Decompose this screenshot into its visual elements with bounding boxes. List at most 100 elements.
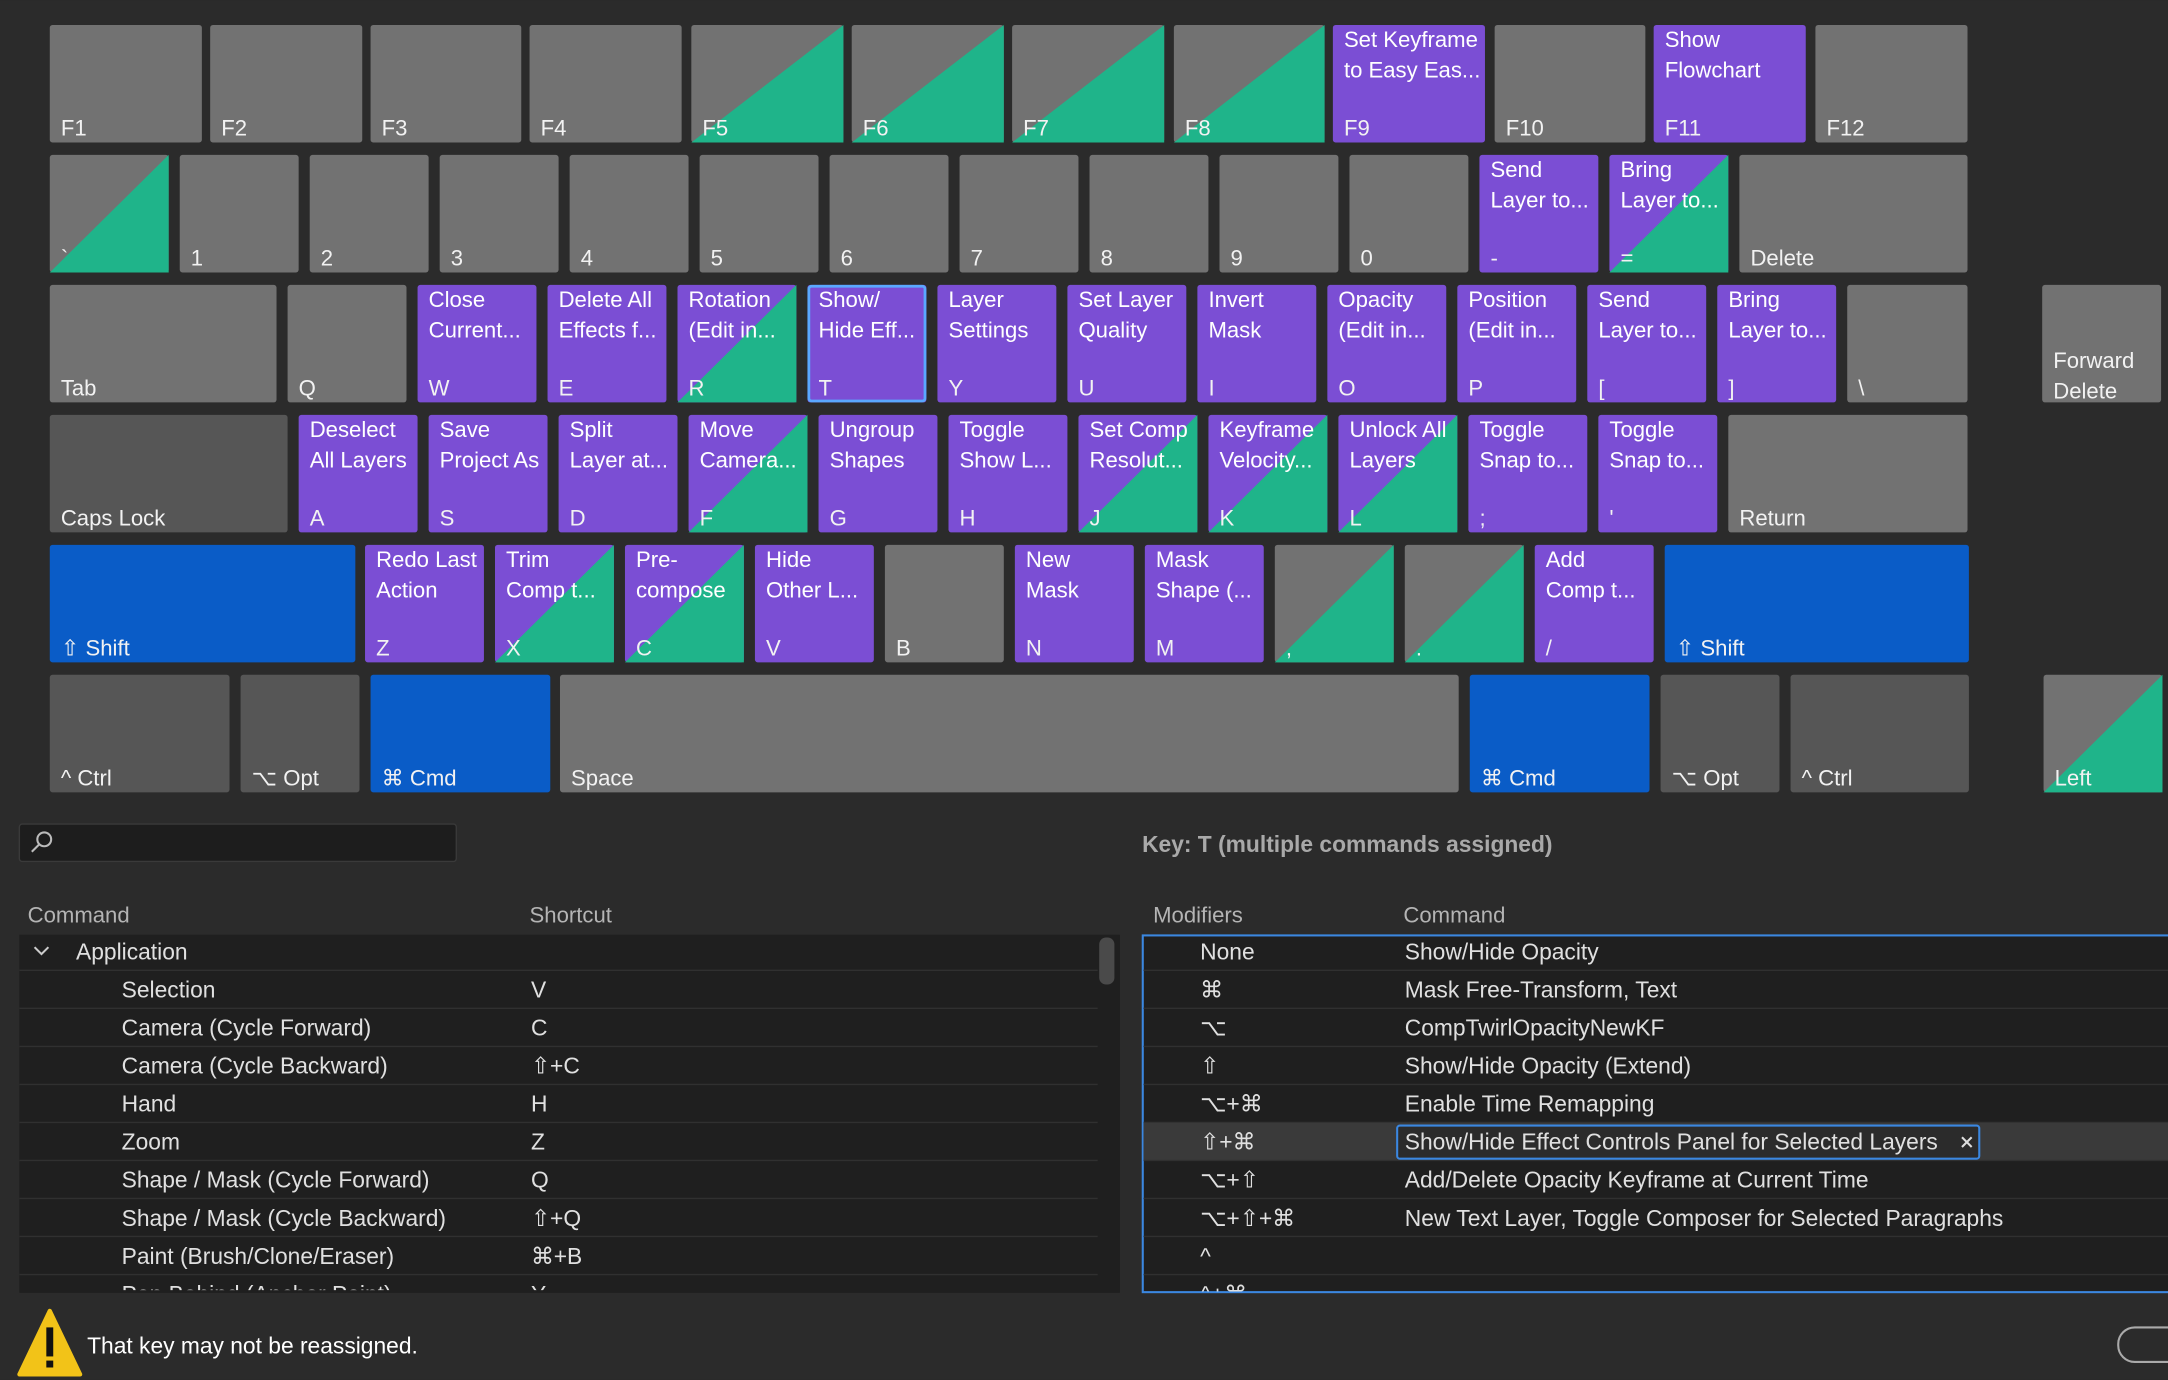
expand-chevron[interactable] xyxy=(33,946,50,956)
key-cap[interactable] xyxy=(439,154,559,273)
key[interactable]: D Split Layer at... xyxy=(558,414,678,533)
key[interactable]: Forward Delete xyxy=(2042,284,2162,403)
key[interactable]: ⌥ Opt xyxy=(240,674,360,793)
key[interactable]: C Pre-compose xyxy=(624,544,744,663)
command-row[interactable]: Paint (Brush/Clone/Eraser) ⌘+B xyxy=(19,1243,1098,1276)
key-cap[interactable] xyxy=(829,154,949,273)
key-cap[interactable] xyxy=(1144,544,1264,663)
key-cap[interactable] xyxy=(1653,24,1806,143)
key[interactable]: E Delete All Effects f... xyxy=(547,284,667,403)
key[interactable]: N New Mask xyxy=(1014,544,1134,663)
key-cap[interactable] xyxy=(1739,154,1968,273)
key-cap[interactable] xyxy=(49,24,202,143)
command-row[interactable]: Zoom Z xyxy=(19,1129,1098,1162)
key-cap[interactable] xyxy=(558,414,678,533)
key[interactable]: 7 xyxy=(959,154,1079,273)
key[interactable]: V Hide Other L... xyxy=(754,544,874,663)
key-cap[interactable] xyxy=(529,24,682,143)
key[interactable]: ; Toggle Snap to... xyxy=(1468,414,1588,533)
key[interactable]: F2 xyxy=(210,24,363,143)
key[interactable]: Tab xyxy=(49,284,277,403)
key-cap[interactable] xyxy=(1197,284,1317,403)
key-cap[interactable] xyxy=(884,544,1004,663)
key-cap[interactable] xyxy=(1717,284,1837,403)
key-cap[interactable] xyxy=(1479,154,1599,273)
key-cap[interactable] xyxy=(428,414,548,533)
key[interactable]: 0 xyxy=(1349,154,1469,273)
key[interactable]: 2 xyxy=(309,154,429,273)
key[interactable]: ⌘ Cmd xyxy=(370,674,551,793)
key[interactable]: 9 xyxy=(1219,154,1339,273)
key-cap[interactable] xyxy=(1587,284,1707,403)
key[interactable]: F8 xyxy=(1173,24,1325,143)
key-cap[interactable] xyxy=(948,414,1068,533)
key[interactable]: Z Redo Last Action xyxy=(365,544,484,663)
key[interactable]: ` xyxy=(49,154,169,273)
key-cap[interactable] xyxy=(417,284,537,403)
command-row[interactable]: Hand H xyxy=(19,1091,1098,1124)
clear-button[interactable] xyxy=(1961,1136,1973,1148)
key[interactable]: P Position (Edit in... xyxy=(1457,284,1577,403)
key[interactable]: 6 xyxy=(829,154,949,273)
key-cap[interactable] xyxy=(298,414,418,533)
key-command-row[interactable]: ⌥+⌘ Enable Time Remapping xyxy=(1143,1091,2168,1124)
key-cap[interactable] xyxy=(1469,674,1650,793)
key[interactable]: X Trim Comp t... xyxy=(494,544,614,663)
key[interactable]: F11 Show Flowchart xyxy=(1653,24,1806,143)
key-command-row[interactable]: ⇧+⌘ Show/Hide Effect Controls Panel for S… xyxy=(1143,1122,2168,1162)
key[interactable]: F4 xyxy=(529,24,682,143)
key-cap[interactable] xyxy=(309,154,429,273)
key-cap[interactable] xyxy=(1089,154,1209,273)
key-cap[interactable] xyxy=(1534,544,1654,663)
search-box[interactable] xyxy=(18,823,457,863)
key[interactable]: T Show/Hide Eff... xyxy=(807,284,927,403)
key-cap[interactable] xyxy=(1598,414,1718,533)
key-command-row[interactable]: ⇧ Show/Hide Opacity (Extend) xyxy=(1143,1053,2168,1086)
key-cap[interactable] xyxy=(559,674,1459,793)
key-cap[interactable] xyxy=(240,674,360,793)
key[interactable]: W Close Current... xyxy=(417,284,537,403)
key-cap[interactable] xyxy=(699,154,819,273)
key-cap[interactable] xyxy=(807,284,927,403)
key-cap[interactable] xyxy=(569,154,689,273)
key-cap[interactable] xyxy=(1728,414,1968,533)
key-command-row[interactable]: ^+⌘ xyxy=(1143,1281,2168,1313)
key[interactable]: Y Layer Settings xyxy=(937,284,1057,403)
key-cap[interactable] xyxy=(1847,284,1968,403)
key[interactable]: 3 xyxy=(439,154,559,273)
key[interactable]: R Rotation (Edit in... xyxy=(677,284,797,403)
key[interactable]: [Send Layer to... xyxy=(1587,284,1707,403)
key[interactable]: U Set Layer Quality xyxy=(1067,284,1187,403)
key[interactable]: ^ Ctrl xyxy=(49,674,230,793)
key[interactable]: F7 xyxy=(1012,24,1165,143)
key[interactable]: ⇧ Shift xyxy=(1664,544,1969,663)
key-command-row[interactable]: ^ xyxy=(1143,1243,2168,1276)
key[interactable]: F1 xyxy=(49,24,202,143)
key-cap[interactable] xyxy=(959,154,1079,273)
key-cap[interactable] xyxy=(937,284,1057,403)
command-input[interactable] xyxy=(1396,1124,1981,1160)
key[interactable]: F3 xyxy=(370,24,522,143)
key-cap[interactable] xyxy=(49,544,356,663)
key-cap[interactable] xyxy=(1660,674,1780,793)
key[interactable]: Left xyxy=(2043,674,2163,793)
key-cap[interactable] xyxy=(1494,24,1646,143)
key-cap[interactable] xyxy=(1664,544,1969,663)
key-cap[interactable] xyxy=(1067,284,1187,403)
key[interactable]: L Unlock All Layers xyxy=(1338,414,1458,533)
key[interactable]: ⌥ Opt xyxy=(1660,674,1780,793)
key[interactable]: ] Bring Layer to... xyxy=(1717,284,1837,403)
key[interactable]: J Set Comp Resolut... xyxy=(1078,414,1198,533)
key-cap[interactable] xyxy=(1815,24,1968,143)
key-cap[interactable] xyxy=(2042,284,2162,403)
key[interactable]: Caps Lock xyxy=(49,414,288,533)
key[interactable]: ⇧ Shift xyxy=(49,544,356,663)
key[interactable]: \ xyxy=(1847,284,1968,403)
key-command-row[interactable]: ⌥ CompTwirlOpacityNewKF xyxy=(1143,1015,2168,1048)
key-cap[interactable] xyxy=(49,674,230,793)
key[interactable]: G Ungroup Shapes xyxy=(818,414,938,533)
key[interactable]: I Invert Mask xyxy=(1197,284,1317,403)
key[interactable]: K Keyframe Velocity... xyxy=(1208,414,1328,533)
key[interactable]: F9 Set Keyframe to Easy Eas... xyxy=(1332,24,1485,143)
key[interactable]: A Deselect All Layers xyxy=(298,414,418,533)
